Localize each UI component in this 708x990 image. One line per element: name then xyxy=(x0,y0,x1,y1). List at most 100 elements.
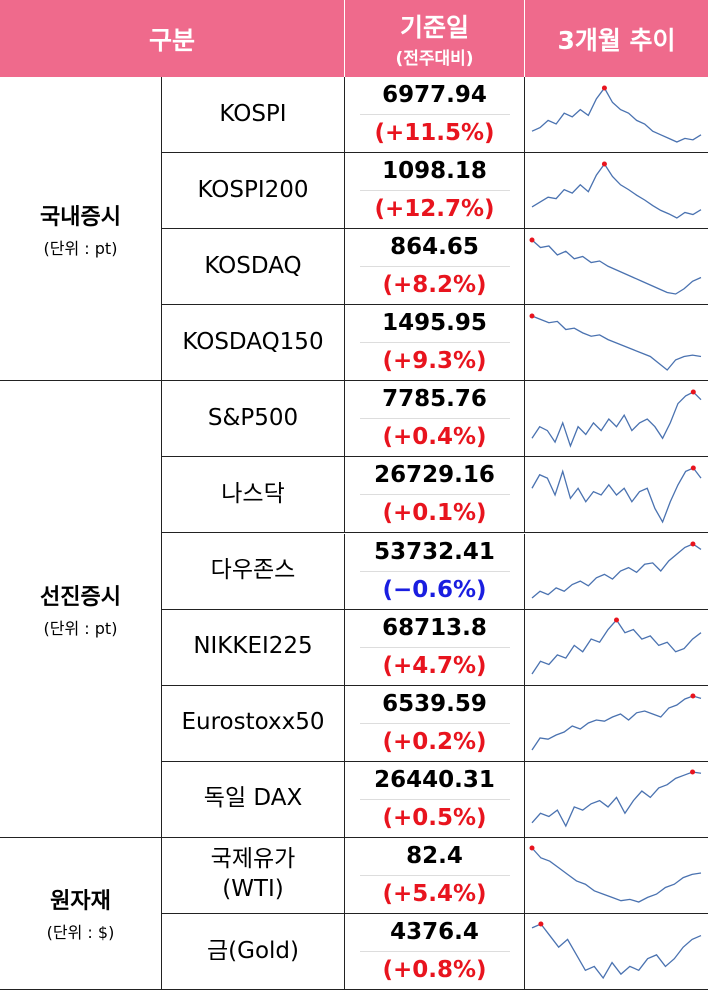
change: (+0.4%) xyxy=(382,424,487,451)
trend-cell xyxy=(525,229,708,306)
sparkline xyxy=(531,389,702,448)
sparkline-line xyxy=(531,162,702,219)
value: 6539.59 xyxy=(359,686,510,724)
value-cell: 1495.95 (+9.3%) xyxy=(345,305,525,382)
name-cell: 나스닥 xyxy=(162,457,345,534)
change: (−0.6%) xyxy=(382,576,487,603)
row-name: KOSPI200 xyxy=(197,176,309,203)
max-point xyxy=(538,921,544,927)
group-cell: 원자재 (단위 : $) xyxy=(0,837,162,990)
sparkline-line xyxy=(531,239,702,295)
max-point xyxy=(690,693,696,699)
sparkline-line xyxy=(531,619,702,675)
value: 53732.41 xyxy=(359,534,510,572)
value-cell: 1098.18 (+12.7%) xyxy=(345,153,525,230)
sparkline xyxy=(531,465,702,524)
name-cell: 금(Gold) xyxy=(162,913,345,990)
value: 1495.95 xyxy=(359,305,510,344)
value: 6977.94 xyxy=(359,77,510,116)
value: 7785.76 xyxy=(359,381,510,420)
group-unit: (단위 : pt) xyxy=(43,238,118,258)
sparkline xyxy=(531,541,702,599)
name-cell: NIKKEI225 xyxy=(162,609,345,686)
value-cell: 6539.59 (+0.2%) xyxy=(345,685,525,762)
name-cell: S&P500 xyxy=(162,381,345,458)
row-name: NIKKEI225 xyxy=(193,633,313,660)
change: (+0.5%) xyxy=(382,804,487,831)
value-cell: 4376.4 (+0.8%) xyxy=(345,913,525,990)
row-name: KOSDAQ xyxy=(204,252,302,279)
header-cell: 구분 xyxy=(0,0,345,77)
change: (+0.8%) xyxy=(382,956,487,983)
max-point xyxy=(690,389,696,395)
row-name: Eurostoxx50 xyxy=(181,709,325,736)
name-cell: 독일 DAX xyxy=(162,761,345,838)
max-point xyxy=(690,769,696,775)
sparkline xyxy=(531,617,702,675)
max-point xyxy=(690,541,696,547)
change: (+8.2%) xyxy=(382,272,487,299)
row-name: KOSPI xyxy=(219,100,287,127)
header-note: (전주대비) xyxy=(395,49,474,69)
sparkline-line xyxy=(531,847,702,904)
value-cell: 26729.16 (+0.1%) xyxy=(345,457,525,534)
change: (+9.3%) xyxy=(382,348,487,375)
value: 82.4 xyxy=(359,838,510,876)
group-unit: (단위 : pt) xyxy=(43,619,118,639)
trend-cell xyxy=(525,838,708,914)
row-name: 독일 DAX xyxy=(203,785,303,812)
sparkline xyxy=(531,85,702,143)
group-label: 국내증시 xyxy=(40,204,121,230)
trend-cell xyxy=(525,686,708,762)
max-point xyxy=(529,313,535,319)
row-name: S&P500 xyxy=(207,404,299,431)
trend-cell xyxy=(525,534,708,610)
max-point xyxy=(601,161,607,167)
change: (+12.7%) xyxy=(374,196,495,223)
sparkline xyxy=(531,769,702,828)
max-point xyxy=(601,85,607,91)
name-cell: 다우존스 xyxy=(162,533,345,610)
name-cell: 국제유가 (WTI) xyxy=(162,837,345,914)
sparkline-line xyxy=(531,695,702,751)
header-text: 3개월 추이 xyxy=(557,25,676,55)
trend-cell xyxy=(525,77,708,154)
value: 26440.31 xyxy=(359,762,510,800)
header-text: 기준일 xyxy=(399,13,469,42)
name-cell: KOSPI200 xyxy=(162,153,345,230)
value-cell: 82.4 (+5.4%) xyxy=(345,837,525,914)
trend-cell xyxy=(525,762,708,838)
max-point xyxy=(529,845,535,851)
trend-cell xyxy=(525,381,708,458)
group-cell: 국내증시 (단위 : pt) xyxy=(0,77,162,382)
group-unit: (단위 : $) xyxy=(46,923,115,943)
trend-cell xyxy=(525,610,708,686)
sparkline-line xyxy=(531,771,702,828)
sparkline-line xyxy=(531,86,702,143)
header-text: 구분 xyxy=(148,25,195,55)
trend-cell xyxy=(525,305,708,382)
row-name: 다우존스 xyxy=(210,557,296,584)
value: 26729.16 xyxy=(359,457,510,496)
max-point xyxy=(690,465,696,471)
row-name: 국제유가 (WTI) xyxy=(210,846,296,903)
sparkline xyxy=(531,921,702,980)
group-label: 원자재 xyxy=(50,889,111,915)
value: 864.65 xyxy=(359,229,510,268)
group-label: 선진증시 xyxy=(40,585,121,611)
value-cell: 26440.31 (+0.5%) xyxy=(345,761,525,838)
trend-cell xyxy=(525,153,708,230)
name-cell: KOSDAQ150 xyxy=(162,305,345,382)
name-cell: KOSDAQ xyxy=(162,229,345,306)
change: (+0.2%) xyxy=(382,728,487,755)
sparkline xyxy=(531,161,702,219)
sparkline xyxy=(531,693,702,751)
value: 1098.18 xyxy=(359,153,510,192)
value-cell: 7785.76 (+0.4%) xyxy=(345,381,525,458)
value-cell: 68713.8 (+4.7%) xyxy=(345,609,525,686)
value-cell: 53732.41 (−0.6%) xyxy=(345,533,525,610)
change: (+0.1%) xyxy=(382,500,487,527)
trend-cell xyxy=(525,457,708,534)
sparkline-line xyxy=(531,923,702,980)
